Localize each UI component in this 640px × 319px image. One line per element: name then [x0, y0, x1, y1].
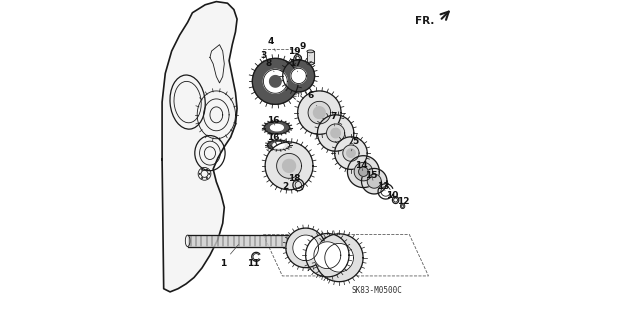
- Text: 17: 17: [289, 59, 301, 72]
- Polygon shape: [273, 143, 284, 148]
- Polygon shape: [162, 2, 237, 292]
- Text: 3: 3: [260, 51, 270, 66]
- Polygon shape: [271, 124, 284, 131]
- Polygon shape: [354, 162, 372, 181]
- Text: 8: 8: [266, 59, 274, 72]
- Polygon shape: [276, 153, 301, 178]
- Polygon shape: [291, 68, 307, 84]
- Ellipse shape: [307, 62, 314, 65]
- Text: 10: 10: [386, 191, 399, 200]
- Ellipse shape: [202, 169, 203, 171]
- Polygon shape: [286, 228, 325, 268]
- Text: 11: 11: [247, 259, 259, 268]
- Ellipse shape: [401, 205, 404, 207]
- Polygon shape: [343, 145, 359, 161]
- Ellipse shape: [202, 177, 203, 179]
- Polygon shape: [367, 174, 381, 188]
- Polygon shape: [317, 115, 354, 151]
- Text: 6: 6: [308, 91, 317, 106]
- Polygon shape: [348, 156, 380, 188]
- Text: 13: 13: [377, 182, 389, 191]
- Text: 4: 4: [268, 37, 275, 51]
- Ellipse shape: [401, 204, 405, 209]
- Text: SK83-M0500C: SK83-M0500C: [352, 286, 403, 295]
- Polygon shape: [347, 149, 355, 157]
- Polygon shape: [314, 242, 340, 269]
- Polygon shape: [306, 234, 349, 277]
- Text: 16: 16: [266, 133, 279, 142]
- Polygon shape: [264, 121, 290, 134]
- Polygon shape: [314, 107, 325, 118]
- Ellipse shape: [307, 50, 314, 53]
- Text: 7: 7: [331, 112, 337, 126]
- Ellipse shape: [199, 173, 200, 175]
- Polygon shape: [283, 160, 296, 172]
- Polygon shape: [265, 142, 313, 190]
- Polygon shape: [324, 243, 353, 272]
- Text: 16: 16: [266, 116, 279, 125]
- Polygon shape: [326, 124, 345, 142]
- Text: 9: 9: [300, 42, 310, 56]
- Polygon shape: [292, 235, 319, 261]
- Text: 1: 1: [220, 245, 239, 268]
- Text: 12: 12: [397, 197, 409, 206]
- Polygon shape: [335, 137, 367, 169]
- Polygon shape: [308, 101, 331, 124]
- Polygon shape: [264, 70, 287, 93]
- Ellipse shape: [206, 169, 208, 171]
- Text: 14: 14: [355, 161, 368, 171]
- Text: 18: 18: [287, 174, 300, 183]
- Polygon shape: [252, 58, 298, 104]
- Ellipse shape: [206, 177, 208, 179]
- Polygon shape: [331, 128, 340, 138]
- Polygon shape: [316, 234, 363, 282]
- Polygon shape: [358, 167, 368, 176]
- Polygon shape: [298, 91, 341, 134]
- Polygon shape: [268, 140, 290, 150]
- Polygon shape: [269, 76, 281, 87]
- Polygon shape: [188, 235, 317, 247]
- Polygon shape: [362, 168, 387, 194]
- Ellipse shape: [209, 173, 210, 175]
- Text: 2: 2: [282, 179, 289, 191]
- Polygon shape: [283, 60, 315, 92]
- Text: 19: 19: [288, 47, 301, 56]
- Text: FR.: FR.: [415, 16, 435, 26]
- Text: 5: 5: [351, 137, 358, 151]
- Text: 15: 15: [365, 171, 378, 180]
- Polygon shape: [307, 51, 314, 63]
